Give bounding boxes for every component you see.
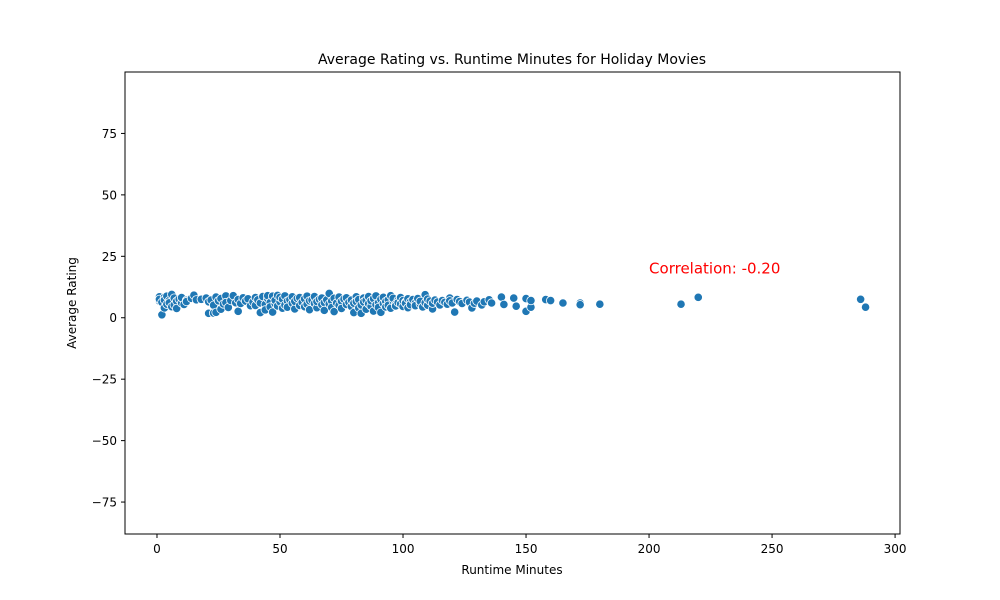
x-tick-label: 300 [884,542,907,556]
y-axis: −75 −50 −25 0 25 50 75 [92,127,125,510]
x-tick-label: 100 [392,542,415,556]
data-point [546,295,556,306]
data-point [509,293,519,303]
x-axis: 0 50 100 150 200 250 300 [153,534,907,556]
data-point [595,299,605,309]
data-point [486,298,497,308]
data-point [511,301,521,311]
data-point [450,307,460,317]
x-tick-label: 150 [515,542,538,556]
x-tick-label: 200 [638,542,661,556]
points-layer [154,288,871,320]
data-point [268,307,278,317]
data-point [860,302,871,312]
data-point [526,295,536,306]
chart-title: Average Rating vs. Runtime Minutes for H… [318,52,706,68]
data-point [499,299,509,310]
x-axis-label: Runtime Minutes [461,563,562,577]
data-point [693,292,703,302]
y-tick-label: 75 [102,127,117,141]
data-point [575,300,585,310]
data-point [558,298,568,308]
y-tick-label: 0 [109,311,117,325]
y-tick-label: 25 [102,250,117,264]
x-tick-label: 50 [272,542,287,556]
data-point [676,299,686,309]
y-tick-label: −25 [92,373,117,387]
data-point [856,294,866,304]
y-tick-label: −75 [92,496,117,510]
correlation-annotation: Correlation: -0.20 [649,260,780,278]
y-tick-label: 50 [102,188,117,202]
data-point [233,306,243,316]
x-tick-label: 250 [761,542,784,556]
plot-frame [124,71,901,535]
y-axis-label: Average Rating [65,257,79,349]
x-tick-label: 0 [153,542,161,556]
y-tick-label: −50 [92,434,117,448]
